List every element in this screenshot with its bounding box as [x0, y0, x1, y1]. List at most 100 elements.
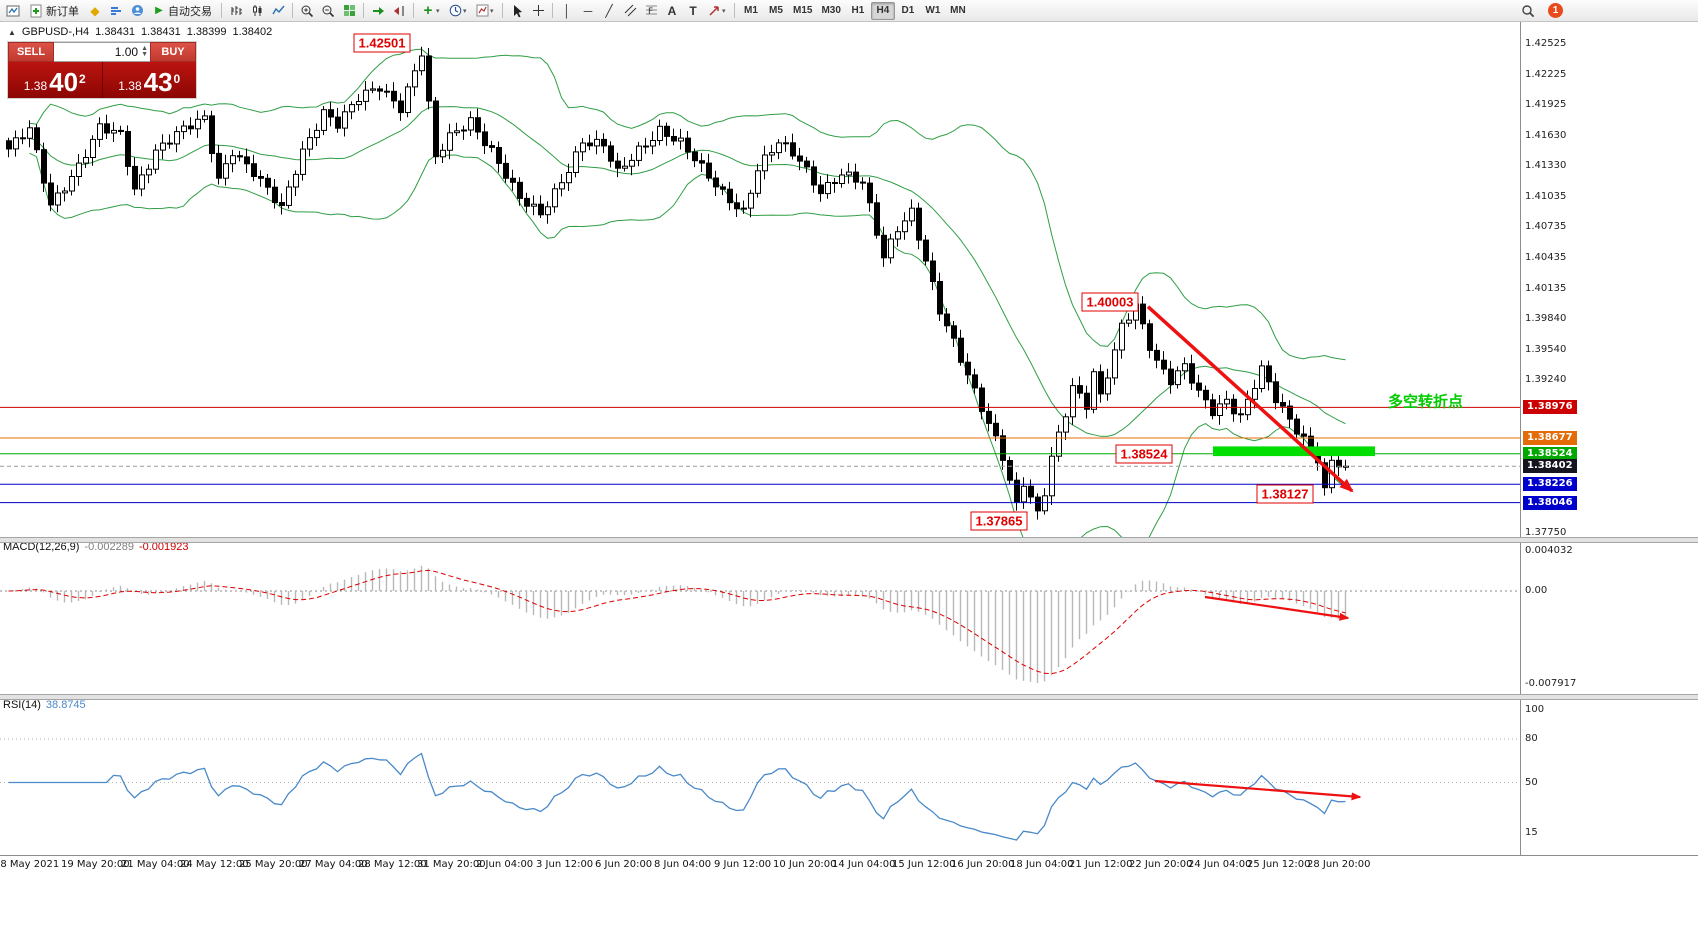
chart-window-icon[interactable] — [3, 1, 23, 21]
price-tick: 1.40435 — [1525, 252, 1567, 263]
trendline-tool-icon[interactable]: ╱ — [605, 3, 613, 18]
price-tag: 1.38677 — [1523, 431, 1577, 445]
time-axis-label: 27 May 04:00 — [299, 859, 368, 870]
macd-signal-value: -0.001923 — [138, 541, 189, 553]
label-tool-icon[interactable]: T — [689, 3, 697, 18]
zoom-in-icon[interactable] — [297, 1, 317, 21]
ohlc-close: 1.38402 — [232, 26, 273, 38]
time-axis-label: 25 May 20:00 — [239, 859, 308, 870]
search-icon[interactable] — [1518, 1, 1538, 21]
timeframe-d1-button[interactable]: D1 — [896, 2, 920, 20]
toolbar-separator — [413, 3, 414, 18]
time-axis-label: 31 May 20:00 — [417, 859, 486, 870]
lot-decrease-button[interactable]: ▼ — [141, 51, 148, 58]
fibonacci-tool-icon[interactable]: F — [641, 1, 661, 21]
timeframe-m30-button[interactable]: M30 — [817, 2, 844, 20]
lot-increase-button[interactable]: ▲ — [141, 45, 148, 52]
arrow-objects-dropdown-icon[interactable]: ▾ — [722, 7, 726, 15]
templates-icon[interactable] — [472, 1, 492, 21]
lot-size-input[interactable]: 1.00 ▲ ▼ — [54, 42, 150, 62]
rsi-label: RSI(14) 38.8745 — [3, 699, 86, 711]
time-axis-label: 22 Jun 20:00 — [1129, 859, 1193, 870]
candlestick-chart-type-icon[interactable] — [247, 1, 267, 21]
timeframe-w1-button[interactable]: W1 — [921, 2, 945, 20]
broadcast-icon[interactable]: ◆ — [90, 3, 100, 18]
auto-scroll-icon[interactable] — [368, 1, 388, 21]
chart-shift-icon[interactable] — [389, 1, 409, 21]
new-order-button[interactable]: 新订单 — [24, 1, 84, 21]
support-zone-highlight[interactable] — [1213, 446, 1375, 457]
indicators-icon[interactable]: + — [423, 2, 433, 19]
price-tag: 1.38524 — [1523, 447, 1577, 461]
bollinger-bands-layer — [29, 48, 1346, 537]
sell-button[interactable]: SELL — [8, 42, 54, 62]
timeframe-m1-button[interactable]: M1 — [739, 2, 763, 20]
time-axis[interactable]: 18 May 2021 19 May 20:00 21 May 04:00 24 Ma… — [0, 855, 1698, 872]
depth-of-market-icon[interactable] — [106, 1, 126, 21]
macd-signal-line — [8, 569, 1346, 675]
timeframe-m15-button[interactable]: M15 — [789, 2, 816, 20]
bid-price-panel[interactable]: 1.38 40 2 — [8, 62, 103, 98]
timeframe-h4-button[interactable]: H4 — [870, 1, 895, 20]
community-icon[interactable] — [127, 1, 147, 21]
price-tick: 1.41330 — [1525, 160, 1567, 171]
price-tick: 1.39240 — [1525, 374, 1567, 385]
time-axis-label: 10 Jun 20:00 — [773, 859, 837, 870]
time-axis-label: 14 Jun 04:00 — [832, 859, 896, 870]
toolbar-separator — [363, 3, 364, 18]
bid-price-big: 40 — [49, 67, 79, 97]
chart-symbol-label: GBPUSD-,H4 — [21, 26, 90, 38]
new-order-label: 新订单 — [46, 5, 79, 18]
templates-dropdown-icon[interactable]: ▾ — [490, 7, 494, 15]
periods-dropdown-icon[interactable]: ▾ — [463, 7, 467, 15]
bid-price-prefix: 1.38 — [23, 79, 48, 93]
macd-scale-label: 0.004032 — [1525, 545, 1573, 556]
vertical-line-tool-icon[interactable]: │ — [563, 3, 571, 18]
time-axis-label: 21 Jun 12:00 — [1069, 859, 1133, 870]
macd-histogram — [14, 565, 1347, 683]
time-axis-label: 24 May 12:00 — [180, 859, 249, 870]
one-click-collapse-icon[interactable]: ▲ — [8, 27, 16, 37]
main-chart[interactable] — [0, 22, 1520, 537]
rsi-trend-arrow[interactable] — [1154, 779, 1362, 801]
ask-price-panel[interactable]: 1.38 43 0 — [102, 62, 196, 98]
price-tag: 1.38046 — [1523, 496, 1577, 510]
horizontal-line-tool-icon[interactable]: ─ — [583, 3, 593, 18]
macd-scale-label: 0.00 — [1525, 585, 1548, 596]
notification-badge[interactable]: 1 — [1548, 3, 1563, 18]
price-tag: 1.38402 — [1523, 459, 1577, 473]
price-tick: 1.37750 — [1525, 527, 1567, 538]
cursor-icon[interactable] — [507, 1, 527, 21]
buy-button[interactable]: BUY — [150, 42, 196, 62]
timeframe-mn-button[interactable]: MN — [946, 2, 970, 20]
arrow-objects-icon[interactable] — [704, 1, 724, 21]
price-tick: 1.41630 — [1525, 130, 1567, 141]
time-axis-label: 28 Jun 20:00 — [1307, 859, 1371, 870]
toolbar-separator — [552, 3, 553, 18]
indicators-dropdown-icon[interactable]: ▾ — [436, 7, 440, 15]
zoom-out-icon[interactable] — [318, 1, 338, 21]
auto-trading-button[interactable]: ▶ 自动交易 — [148, 1, 217, 21]
price-scale[interactable]: 1.42525 1.42225 1.41925 1.41630 1.41330 1.410… — [1521, 0, 1698, 941]
lot-size-value: 1.00 — [114, 45, 139, 59]
ohlc-open: 1.38431 — [95, 26, 135, 38]
crosshair-icon[interactable] — [528, 1, 548, 21]
channel-tool-icon[interactable] — [620, 1, 640, 21]
rsi-splitter[interactable] — [0, 694, 1698, 700]
macd-splitter[interactable] — [0, 537, 1698, 543]
rsi-scale-label: 80 — [1525, 733, 1538, 744]
line-chart-type-icon[interactable] — [268, 1, 288, 21]
macd-panel[interactable] — [0, 543, 1520, 694]
rsi-panel[interactable] — [0, 700, 1520, 855]
timeframe-m5-button[interactable]: M5 — [764, 2, 788, 20]
time-axis-label: 16 Jun 20:00 — [951, 859, 1015, 870]
tile-windows-icon[interactable] — [339, 1, 359, 21]
text-tool-icon[interactable]: A — [667, 3, 677, 18]
periods-icon[interactable] — [445, 1, 465, 21]
price-tick: 1.42525 — [1525, 38, 1567, 49]
bar-chart-type-icon[interactable] — [226, 1, 246, 21]
timeframe-h1-button[interactable]: H1 — [846, 2, 870, 20]
downtrend-arrow[interactable] — [1146, 305, 1354, 493]
macd-trend-arrow[interactable] — [1204, 595, 1350, 621]
